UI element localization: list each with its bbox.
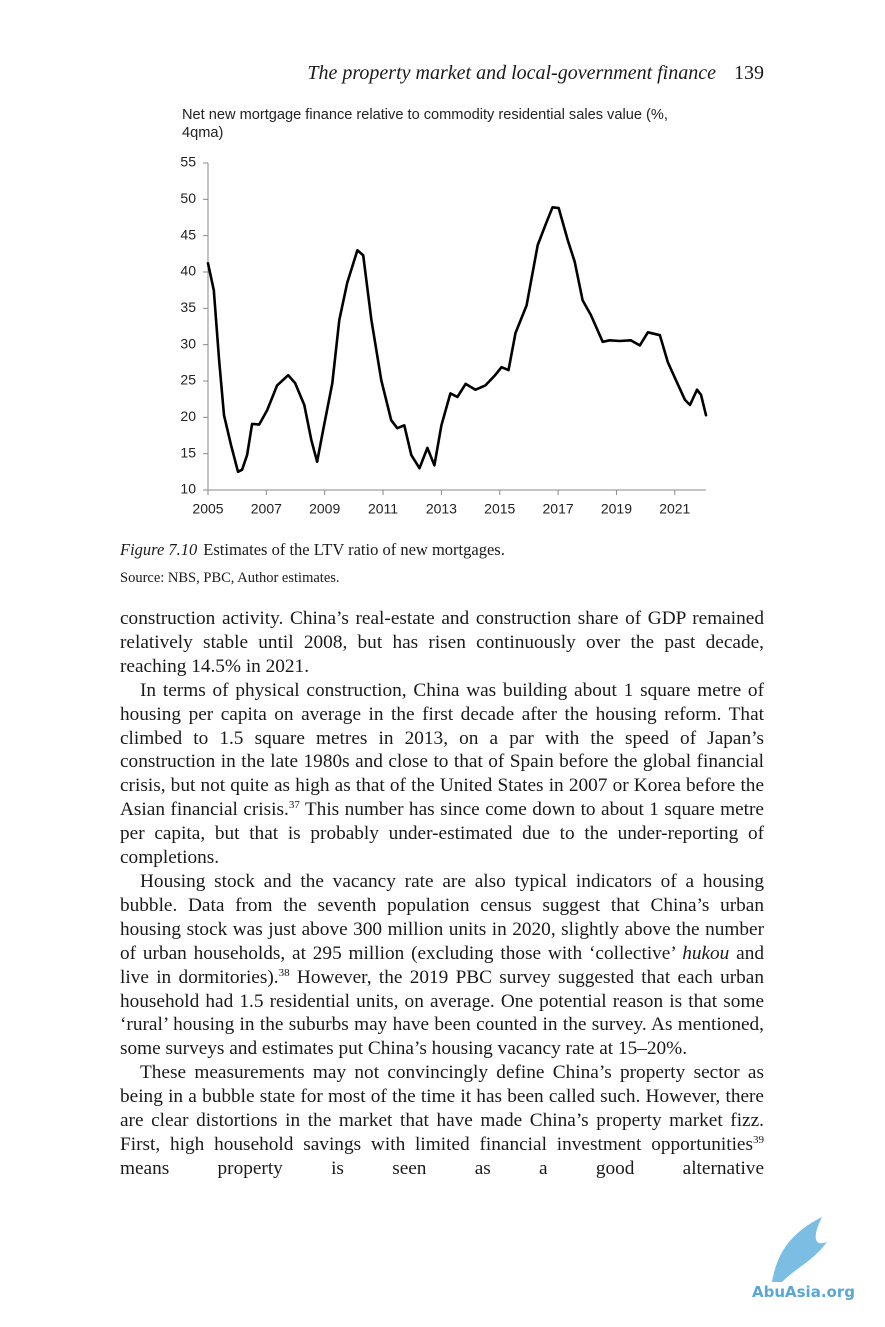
x-tick-label: 2021: [659, 501, 690, 517]
chart: 10 15 20 25 30 35 40 45 50 55 2005 2007 2009 2011 2013…: [180, 154, 708, 517]
y-tick-label: 10: [180, 481, 196, 497]
figure-label: Figure 7.10: [120, 540, 198, 559]
text-run: Housing stock and the vacancy rate are a…: [120, 870, 764, 964]
watermark-logo: [772, 1217, 827, 1282]
text-run: means property is seen as a good alterna…: [120, 1157, 764, 1179]
y-tick-label: 25: [180, 372, 196, 388]
running-header: The property market and local-government…: [307, 62, 764, 85]
footnote-ref: 37: [288, 799, 300, 812]
y-tick-label: 40: [180, 263, 196, 279]
caption-text: Estimates of the LTV ratio of new mortga…: [203, 540, 505, 559]
x-tick-label: 2017: [543, 501, 574, 517]
x-tick-label: 2015: [484, 501, 515, 517]
x-tick-label: 2007: [251, 501, 282, 517]
y-tick-label: 50: [180, 190, 196, 206]
paragraph: Housing stock and the vacancy rate are a…: [120, 870, 764, 1061]
watermark: AbuAsia.org: [752, 1283, 855, 1301]
y-tick-label: 35: [180, 299, 196, 315]
y-tick-label: 15: [180, 444, 196, 460]
text-run: construction activity. China’s real-esta…: [120, 608, 764, 677]
figure-caption: Figure 7.10 Estimates of the LTV ratio of…: [120, 540, 505, 560]
logo-bird: [772, 1217, 827, 1282]
x-tick-label: 2019: [601, 501, 632, 517]
chart-title: Net new mortgage finance relative to com…: [182, 107, 668, 141]
y-tick-label: 20: [180, 408, 196, 424]
paragraph: In terms of physical construction, China…: [120, 679, 764, 870]
text-run: These measurements may not convincingly …: [120, 1062, 764, 1155]
text-run: and live in dormitories).: [120, 942, 764, 988]
text-run: This number has since come down to about…: [120, 799, 764, 869]
x-tick-label: 2005: [192, 501, 223, 517]
y-tick-label: 45: [180, 226, 196, 242]
paragraph: These measurements may not convincingly …: [120, 1061, 764, 1181]
x-tick-label: 2009: [309, 501, 340, 517]
footnote-ref: 38: [278, 966, 290, 979]
footnote-ref: 39: [753, 1133, 764, 1146]
body-text: construction activity. China’s real-esta…: [120, 607, 764, 1181]
data-line: [206, 206, 708, 474]
x-tick-label: 2011: [368, 501, 398, 517]
text-run: However, the 2019 PBC survey suggested t…: [120, 966, 764, 1060]
figure-source: Source: NBS, PBC, Author estimates.: [120, 570, 340, 586]
y-tick-label: 30: [180, 335, 196, 351]
text-run: In terms of physical construction, China…: [120, 679, 764, 821]
paragraph: construction activity. China’s real-esta…: [120, 607, 764, 679]
page-number: 139: [734, 62, 764, 84]
header-title: The property market and local-government…: [307, 62, 716, 84]
y-tick-label: 55: [180, 154, 196, 170]
x-tick-label: 2013: [426, 501, 457, 517]
italic-text: hukou: [682, 942, 730, 964]
